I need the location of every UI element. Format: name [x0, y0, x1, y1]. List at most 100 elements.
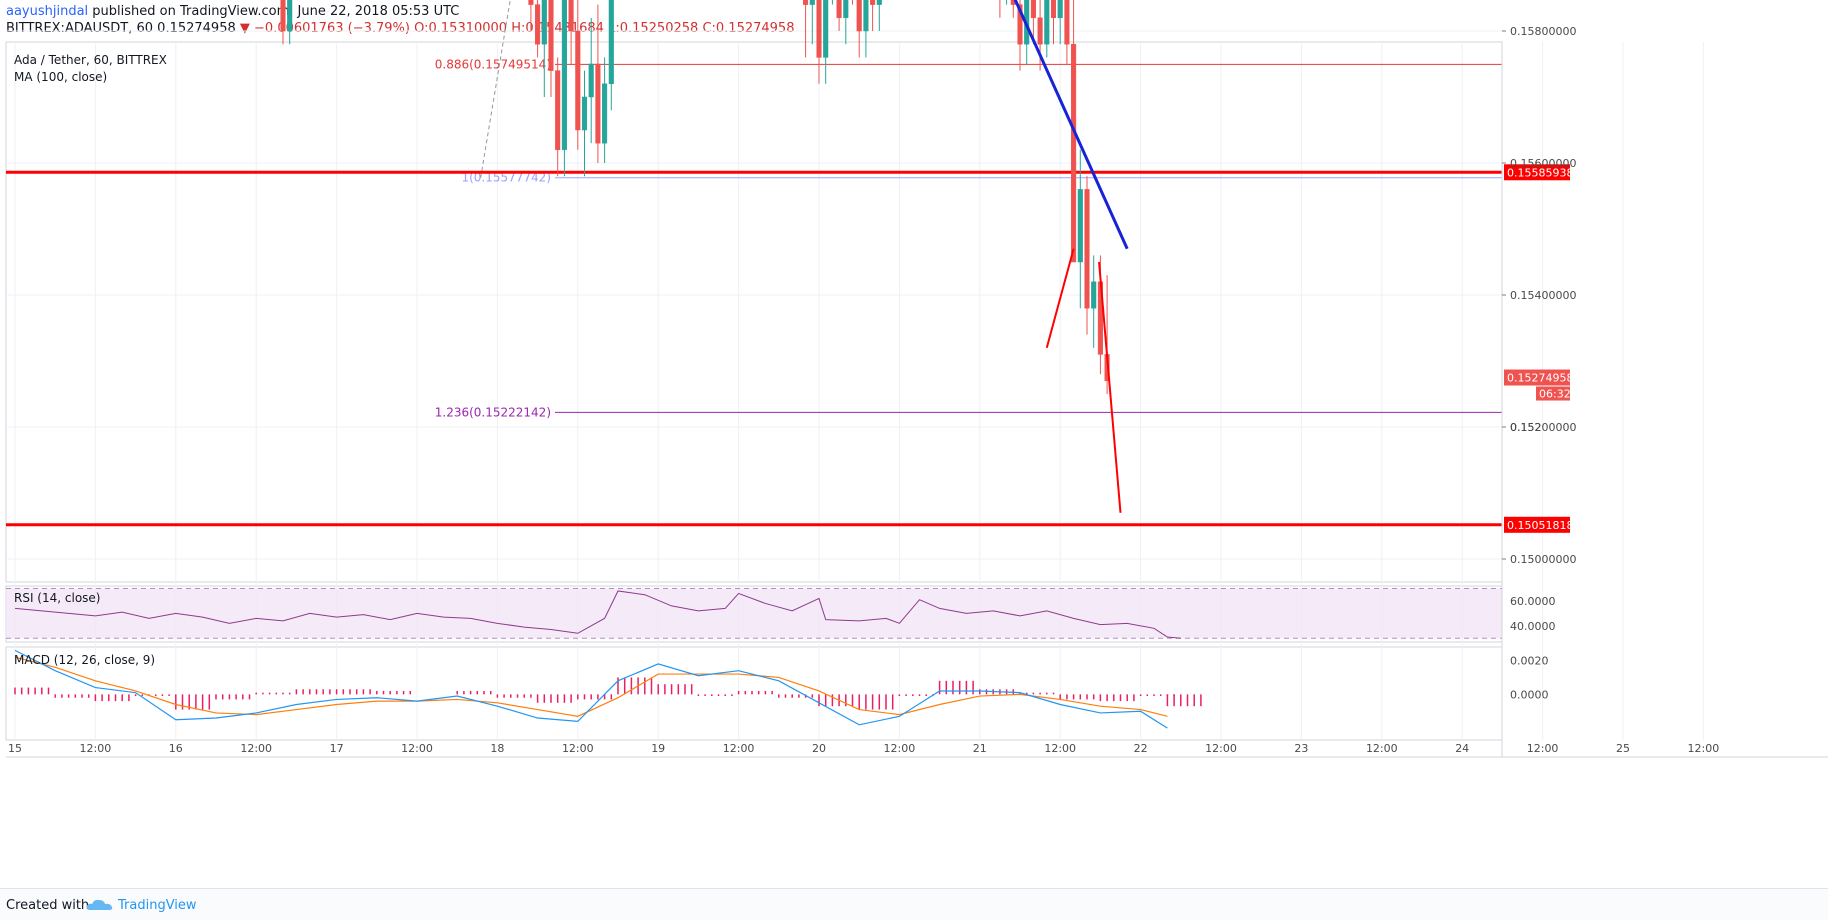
support-price-label: 0.15585938 — [1507, 166, 1573, 179]
tradingview-brand[interactable]: TradingView — [118, 898, 197, 913]
countdown-label: 06:32 — [1539, 388, 1571, 401]
candle-body — [528, 0, 534, 5]
time-axis[interactable]: 15 12:00 16 12:00 17 12:00 18 12:00 19 12:00 20 12:… — [6, 742, 1828, 758]
macd-legend: MACD (12, 26, close, 9) — [14, 653, 155, 667]
candle-body — [581, 96, 588, 131]
chart-area[interactable]: 0(0.17084519)0.236(0.16728920)0.382(0.16… — [0, 0, 1828, 888]
candle-body — [1037, 17, 1043, 45]
candle-body — [1057, 0, 1063, 19]
macd-tick-label: 0.0020 — [1510, 655, 1549, 668]
projection-down-arrow — [1098, 261, 1122, 513]
candle-body — [1044, 0, 1050, 45]
open-value: O:0.15310000 — [414, 21, 508, 36]
candle-body — [863, 0, 869, 32]
time-tick-label: 22 — [1134, 742, 1148, 755]
time-tick-label: 25 — [1616, 742, 1630, 755]
rsi-line — [14, 590, 1181, 639]
candle-body — [608, 0, 614, 85]
candle-body — [548, 0, 554, 71]
candle-body — [1030, 0, 1036, 19]
time-tick-label: 15 — [8, 742, 22, 755]
publish-info: published on TradingView.com, June 22, 2… — [88, 4, 460, 19]
time-tick-label: 12:00 — [1688, 742, 1720, 755]
price-change: −0.00601763 (−3.79%) — [254, 21, 410, 36]
macd-line — [14, 649, 1168, 729]
support-price-label: 0.15051818 — [1507, 519, 1573, 532]
last-price-label: 0.15274958 — [1507, 372, 1573, 385]
descending-trend-line — [1013, 0, 1129, 250]
candle-body — [816, 0, 822, 58]
candle-body — [1071, 43, 1077, 263]
candle-body — [809, 0, 815, 5]
projection-up-arrow — [1045, 248, 1075, 349]
time-tick-label: 18 — [490, 742, 504, 755]
time-tick-label: 12:00 — [723, 742, 755, 755]
high-value: H:0.15431684 — [511, 21, 604, 36]
candle-body — [1077, 189, 1083, 263]
candle-body — [823, 0, 829, 58]
candle-body — [870, 0, 876, 5]
countdown-badge — [1536, 386, 1570, 401]
ohlc-line: BITTREX:ADAUSDT, 60 0.15274958 ▼ −0.0060… — [6, 21, 794, 36]
low-value: L:0.15250258 — [608, 21, 699, 36]
candle-body — [1010, 0, 1016, 5]
candle-body — [876, 0, 882, 5]
macd-pane-frame — [5, 646, 1503, 741]
price-tick-label: 0.15600000 — [1510, 157, 1576, 170]
price-tick-label: 0.15800000 — [1510, 25, 1576, 38]
rsi-tick-label: 40.0000 — [1510, 620, 1556, 633]
time-tick-label: 24 — [1455, 742, 1469, 755]
candle-body — [856, 0, 862, 32]
rsi-pane[interactable]: RSI (14, close) 60.0000 40.0000 — [6, 587, 1556, 639]
last-price-badge — [1504, 369, 1570, 386]
candle-body — [1050, 0, 1057, 19]
rsi-band — [6, 588, 1502, 639]
chart-header: aayushjindal published on TradingView.co… — [0, 0, 1828, 46]
main-pane-frame — [5, 41, 1503, 583]
overlays — [1013, 0, 1129, 513]
price-tick-label: 0.15200000 — [1510, 421, 1576, 434]
publish-line: aayushjindal published on TradingView.co… — [6, 4, 459, 19]
support-lines[interactable]: 0.15585938 0.15051818 — [6, 164, 1573, 533]
candle-body — [1017, 4, 1023, 45]
candle-body — [595, 63, 601, 144]
time-tick-label: 12:00 — [240, 742, 272, 755]
fib-anchor-line — [480, 0, 511, 178]
time-tick-label: 19 — [651, 742, 665, 755]
fib-level-label: 1(0.15577742) — [461, 171, 551, 185]
candle-body — [555, 70, 561, 151]
candle-body — [561, 0, 567, 151]
fib-level-label: 1.236(0.15222142) — [435, 405, 551, 419]
candle-body — [588, 63, 594, 98]
price-tick-label: 0.15400000 — [1510, 289, 1576, 302]
tradingview-cloud-icon[interactable] — [86, 897, 114, 911]
time-tick-label: 17 — [330, 742, 344, 755]
time-tick-label: 12:00 — [562, 742, 594, 755]
time-tick-label: 12:00 — [1527, 742, 1559, 755]
price-axis[interactable]: 0.172000000.170000000.168000000.16600000… — [1501, 0, 1576, 757]
time-tick-label: 12:00 — [80, 742, 112, 755]
macd-tick-label: 0.0000 — [1510, 688, 1549, 701]
candle-body — [836, 0, 842, 19]
macd-pane[interactable]: MACD (12, 26, close, 9) 0.0020 0.0000 — [14, 649, 1549, 729]
rsi-tick-label: 60.0000 — [1510, 595, 1556, 608]
symbol-label: BITTREX:ADAUSDT, 60 — [6, 21, 154, 36]
rsi-legend: RSI (14, close) — [14, 591, 100, 605]
candle-body — [568, 0, 574, 32]
time-tick-label: 12:00 — [1366, 742, 1398, 755]
fib-level-label: 0.886(0.15749514) — [435, 57, 551, 71]
support-price-badge — [1504, 164, 1570, 181]
candle-body — [1064, 0, 1070, 45]
last-price: 0.15274958 — [157, 21, 236, 36]
candle-body — [843, 0, 849, 19]
time-tick-label: 12:00 — [401, 742, 433, 755]
author-link[interactable]: aayushjindal — [6, 4, 89, 19]
candle-body — [280, 0, 286, 32]
candle-body — [602, 83, 608, 144]
candle-body — [803, 0, 809, 5]
time-tick-label: 12:00 — [1044, 742, 1076, 755]
time-tick-label: 23 — [1294, 742, 1308, 755]
fibonacci-retracement[interactable]: 0(0.17084519)0.236(0.16728920)0.382(0.16… — [435, 0, 1502, 419]
candles — [280, 0, 1110, 394]
down-arrow-icon: ▼ — [239, 21, 250, 36]
